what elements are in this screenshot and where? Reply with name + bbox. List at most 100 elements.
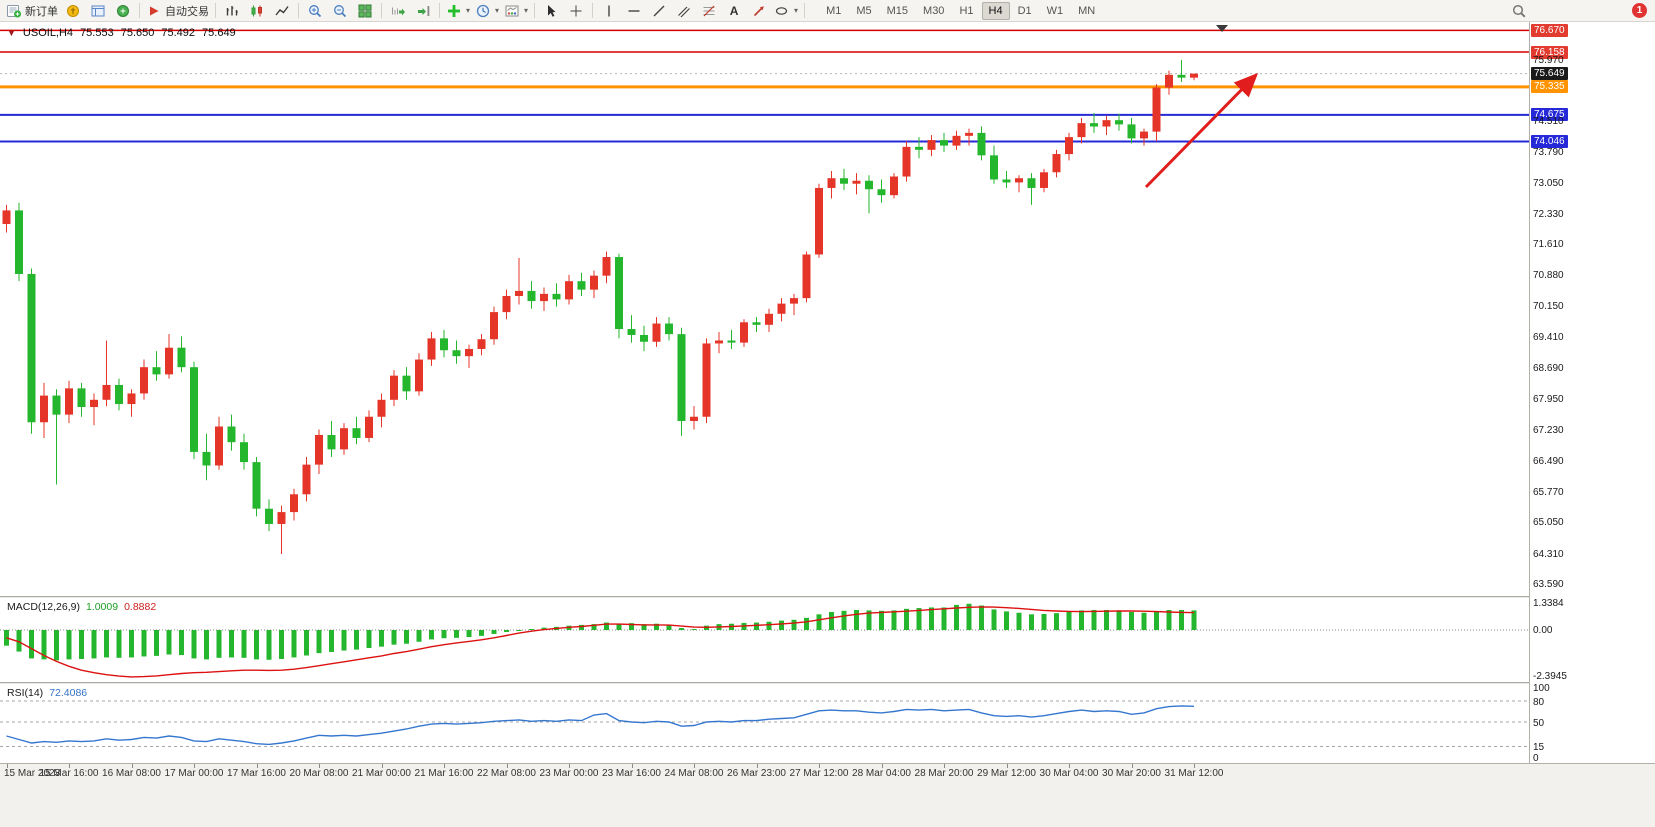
crosshair-button[interactable] <box>564 1 588 21</box>
auto-trading-button[interactable]: 自动交易 <box>144 1 211 21</box>
chart-symbol-period: USOIL,H4 <box>22 27 74 39</box>
arrows-tool-button[interactable] <box>747 1 771 21</box>
candlestick-icon <box>251 5 262 16</box>
toolbar-separator <box>139 3 140 18</box>
one-click-trading-toggle[interactable]: ▼ <box>7 28 16 38</box>
time-tick <box>881 764 883 768</box>
price-axis-label: 73.050 <box>1533 178 1564 190</box>
indicators-button[interactable]: ▾ <box>444 1 472 21</box>
time-axis-label: 17 Mar 00:00 <box>164 768 224 779</box>
time-axis-label: 30 Mar 04:00 <box>1039 768 1099 779</box>
price-axis-label: 69.410 <box>1533 332 1564 344</box>
timeframe-d1[interactable]: D1 <box>1017 4 1032 17</box>
zoom-in-button[interactable] <box>303 1 327 21</box>
candlesticks[interactable] <box>2 60 1199 555</box>
price-axis-label: 66.490 <box>1533 456 1564 468</box>
time-tick <box>69 764 70 768</box>
panel-splitter[interactable] <box>0 682 1655 684</box>
chevron-down-icon[interactable]: ▾ <box>524 6 529 15</box>
fibonacci-button[interactable] <box>697 1 721 21</box>
zoom-out-button[interactable] <box>328 1 352 21</box>
new-order-icon <box>7 4 21 17</box>
main-chart-panel[interactable] <box>0 22 1529 596</box>
price-axis-label: 64.310 <box>1533 548 1564 560</box>
text-icon: A <box>729 3 739 18</box>
timeframe-h1[interactable]: H1 <box>959 4 974 17</box>
chart-title: ▼ USOIL,H4 75.553 75.650 75.492 75.649 <box>7 27 236 39</box>
search-button[interactable] <box>1507 1 1531 21</box>
vertical-line-button[interactable] <box>597 1 621 21</box>
time-tick <box>1006 764 1008 768</box>
time-axis-label: 31 Mar 12:00 <box>1164 768 1224 779</box>
tile-windows-button[interactable] <box>353 1 377 21</box>
chevron-down-icon[interactable]: ▾ <box>495 6 500 15</box>
rsi-axis-label: 50 <box>1533 717 1545 729</box>
rsi-chart[interactable] <box>0 684 1529 763</box>
timeframe-m5[interactable]: M5 <box>856 4 872 17</box>
candlestick-chart-button[interactable] <box>245 1 269 21</box>
time-axis-label: 16 Mar 08:00 <box>102 768 161 779</box>
timeframe-m15[interactable]: M15 <box>886 4 909 17</box>
chart-shift-button[interactable] <box>411 1 435 21</box>
zoom-in-icon <box>309 4 322 17</box>
bar-chart-button[interactable] <box>220 1 244 21</box>
cursor-button[interactable] <box>539 1 563 21</box>
rsi-line <box>6 705 1195 746</box>
time-tick <box>1131 764 1133 768</box>
chart-shift-marker[interactable] <box>1216 25 1228 32</box>
shapes-button[interactable]: ▾ <box>772 1 800 21</box>
macd-axis-label: -2.3945 <box>1533 671 1567 683</box>
macd-panel[interactable] <box>0 598 1529 682</box>
data-window-icon <box>91 5 105 16</box>
templates-button[interactable]: ▾ <box>502 1 530 21</box>
time-axis-label: 28 Mar 20:00 <box>914 768 974 779</box>
trend-arrow[interactable] <box>1144 72 1259 189</box>
line-chart-button[interactable] <box>270 1 294 21</box>
timeframe-mn[interactable]: MN <box>1078 4 1096 17</box>
price-axis-label: 76.670 <box>1531 23 1568 37</box>
navigator-button[interactable] <box>111 1 135 21</box>
time-axis[interactable]: 15 Mar 2023 15 Mar 16:00 16 Mar 08:00 17 Ma… <box>0 763 1655 827</box>
macd-label: MACD(12,26,9) 1.0009 0.8882 <box>7 601 157 613</box>
timeframe-w1[interactable]: W1 <box>1046 4 1064 17</box>
timeframe-m30[interactable]: M30 <box>923 4 945 17</box>
market-watch-button[interactable] <box>61 1 85 21</box>
time-axis-label: 20 Mar 08:00 <box>289 768 349 779</box>
horizontal-lines[interactable] <box>0 29 1529 143</box>
auto-scroll-button[interactable] <box>386 1 410 21</box>
main-chart[interactable] <box>0 22 1529 596</box>
shapes-icon <box>775 6 788 15</box>
rsi-axis-label: 80 <box>1533 696 1545 708</box>
panel-splitter[interactable] <box>0 596 1655 598</box>
chevron-down-icon[interactable]: ▾ <box>466 6 471 15</box>
market-watch-icon <box>67 4 79 17</box>
chevron-down-icon[interactable]: ▾ <box>794 6 799 15</box>
periods-button[interactable]: ▾ <box>473 1 501 21</box>
price-axis-label: 75.970 <box>1533 54 1564 66</box>
channel-icon <box>678 6 690 17</box>
new-order-button[interactable]: 新订单 <box>4 1 60 21</box>
time-tick <box>319 764 320 768</box>
time-tick <box>6 764 8 768</box>
rsi-panel[interactable] <box>0 684 1529 763</box>
rsi-axis-label: 0 <box>1533 752 1539 764</box>
data-window-button[interactable] <box>86 1 110 21</box>
macd-chart[interactable] <box>0 598 1529 682</box>
horizontal-line-button[interactable] <box>622 1 646 21</box>
time-axis-label: 29 Mar 12:00 <box>977 768 1036 779</box>
timeframe-m1[interactable]: M1 <box>826 4 842 17</box>
price-axis-label: 75.335 <box>1531 80 1568 94</box>
auto-trading-icon <box>150 6 159 15</box>
time-tick <box>756 764 758 768</box>
time-axis-label: 21 Mar 16:00 <box>414 768 474 779</box>
price-axis[interactable]: 76.670 76.158 75.970 75.649 75.335 74.675 74.5… <box>1529 22 1655 764</box>
channel-button[interactable] <box>672 1 696 21</box>
macd-axis-label: 0.00 <box>1533 624 1553 636</box>
timeframe-h4[interactable]: H4 <box>981 1 1010 20</box>
trendline-icon <box>653 5 665 16</box>
text-tool-button[interactable]: A <box>722 1 746 21</box>
price-axis-label: 70.150 <box>1533 301 1564 313</box>
macd-signal-value: 0.8882 <box>124 601 157 613</box>
trendline-button[interactable] <box>647 1 671 21</box>
notification-badge[interactable]: 1 <box>1632 3 1647 18</box>
